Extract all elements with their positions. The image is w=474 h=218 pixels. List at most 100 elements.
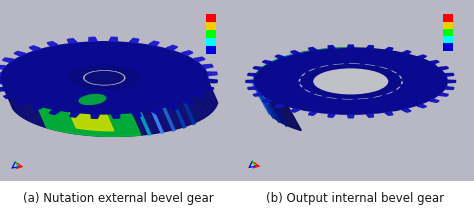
Bar xyxy=(206,46,216,54)
Polygon shape xyxy=(0,73,1,76)
Polygon shape xyxy=(0,87,6,91)
Polygon shape xyxy=(385,112,393,115)
Bar xyxy=(443,36,453,43)
Polygon shape xyxy=(446,87,454,89)
Polygon shape xyxy=(208,79,218,83)
Polygon shape xyxy=(129,38,139,43)
Polygon shape xyxy=(254,48,448,131)
Bar xyxy=(206,22,216,30)
Polygon shape xyxy=(381,93,387,96)
Polygon shape xyxy=(396,85,402,86)
Ellipse shape xyxy=(300,64,401,99)
Polygon shape xyxy=(300,77,305,78)
Polygon shape xyxy=(3,94,15,98)
Polygon shape xyxy=(49,110,60,114)
Polygon shape xyxy=(195,93,206,98)
Polygon shape xyxy=(268,53,315,87)
Polygon shape xyxy=(0,65,5,69)
Polygon shape xyxy=(347,115,354,118)
Polygon shape xyxy=(151,109,161,114)
Polygon shape xyxy=(247,87,256,89)
Polygon shape xyxy=(402,51,411,54)
Polygon shape xyxy=(328,46,335,49)
Polygon shape xyxy=(202,64,213,68)
Polygon shape xyxy=(328,114,335,117)
Polygon shape xyxy=(67,39,77,43)
Ellipse shape xyxy=(0,41,209,115)
Polygon shape xyxy=(309,112,317,115)
Polygon shape xyxy=(417,104,427,108)
Polygon shape xyxy=(109,37,118,41)
Polygon shape xyxy=(430,99,439,102)
Polygon shape xyxy=(385,48,393,51)
Polygon shape xyxy=(132,112,141,117)
Polygon shape xyxy=(255,48,364,99)
Polygon shape xyxy=(275,55,284,59)
Polygon shape xyxy=(16,100,27,105)
Polygon shape xyxy=(430,60,439,64)
Bar xyxy=(443,14,453,22)
Bar xyxy=(443,43,453,51)
Polygon shape xyxy=(353,97,357,100)
Polygon shape xyxy=(262,99,272,102)
Polygon shape xyxy=(360,64,365,66)
Polygon shape xyxy=(446,73,454,76)
Polygon shape xyxy=(183,99,194,104)
Polygon shape xyxy=(182,51,193,55)
Polygon shape xyxy=(89,37,97,41)
Polygon shape xyxy=(166,45,177,50)
Polygon shape xyxy=(390,89,397,91)
Polygon shape xyxy=(194,57,205,62)
Polygon shape xyxy=(302,87,308,89)
Polygon shape xyxy=(366,114,374,117)
Ellipse shape xyxy=(299,63,403,99)
Bar xyxy=(443,22,453,29)
Polygon shape xyxy=(344,63,348,65)
Polygon shape xyxy=(203,86,214,90)
Polygon shape xyxy=(402,109,411,112)
Polygon shape xyxy=(291,51,300,54)
Polygon shape xyxy=(439,93,448,96)
Polygon shape xyxy=(246,80,254,83)
Polygon shape xyxy=(299,82,304,84)
Polygon shape xyxy=(253,67,262,70)
Polygon shape xyxy=(168,105,179,110)
Polygon shape xyxy=(305,72,311,74)
Polygon shape xyxy=(31,106,42,110)
Polygon shape xyxy=(368,96,373,98)
Ellipse shape xyxy=(313,68,388,94)
Polygon shape xyxy=(385,69,392,71)
Polygon shape xyxy=(111,114,120,118)
Polygon shape xyxy=(0,80,1,83)
Ellipse shape xyxy=(254,48,448,115)
Polygon shape xyxy=(291,109,300,112)
Polygon shape xyxy=(253,93,262,96)
Ellipse shape xyxy=(84,71,124,85)
Polygon shape xyxy=(247,73,256,76)
Bar xyxy=(206,38,216,46)
Polygon shape xyxy=(439,67,448,70)
Polygon shape xyxy=(3,81,218,136)
Polygon shape xyxy=(374,65,380,68)
Polygon shape xyxy=(393,74,400,76)
Polygon shape xyxy=(2,58,14,62)
Polygon shape xyxy=(309,48,317,51)
Polygon shape xyxy=(417,55,427,59)
Polygon shape xyxy=(275,104,284,108)
Bar xyxy=(443,29,453,36)
Polygon shape xyxy=(29,46,40,51)
Polygon shape xyxy=(91,114,100,118)
Bar xyxy=(206,14,216,22)
Polygon shape xyxy=(322,95,328,97)
Polygon shape xyxy=(315,67,321,70)
Polygon shape xyxy=(47,42,58,46)
Polygon shape xyxy=(208,72,217,75)
Polygon shape xyxy=(14,51,26,56)
Polygon shape xyxy=(67,106,114,131)
Polygon shape xyxy=(328,65,334,67)
Polygon shape xyxy=(70,113,79,117)
Ellipse shape xyxy=(67,65,142,91)
Ellipse shape xyxy=(78,94,107,105)
Bar xyxy=(206,30,216,38)
Polygon shape xyxy=(37,106,141,136)
